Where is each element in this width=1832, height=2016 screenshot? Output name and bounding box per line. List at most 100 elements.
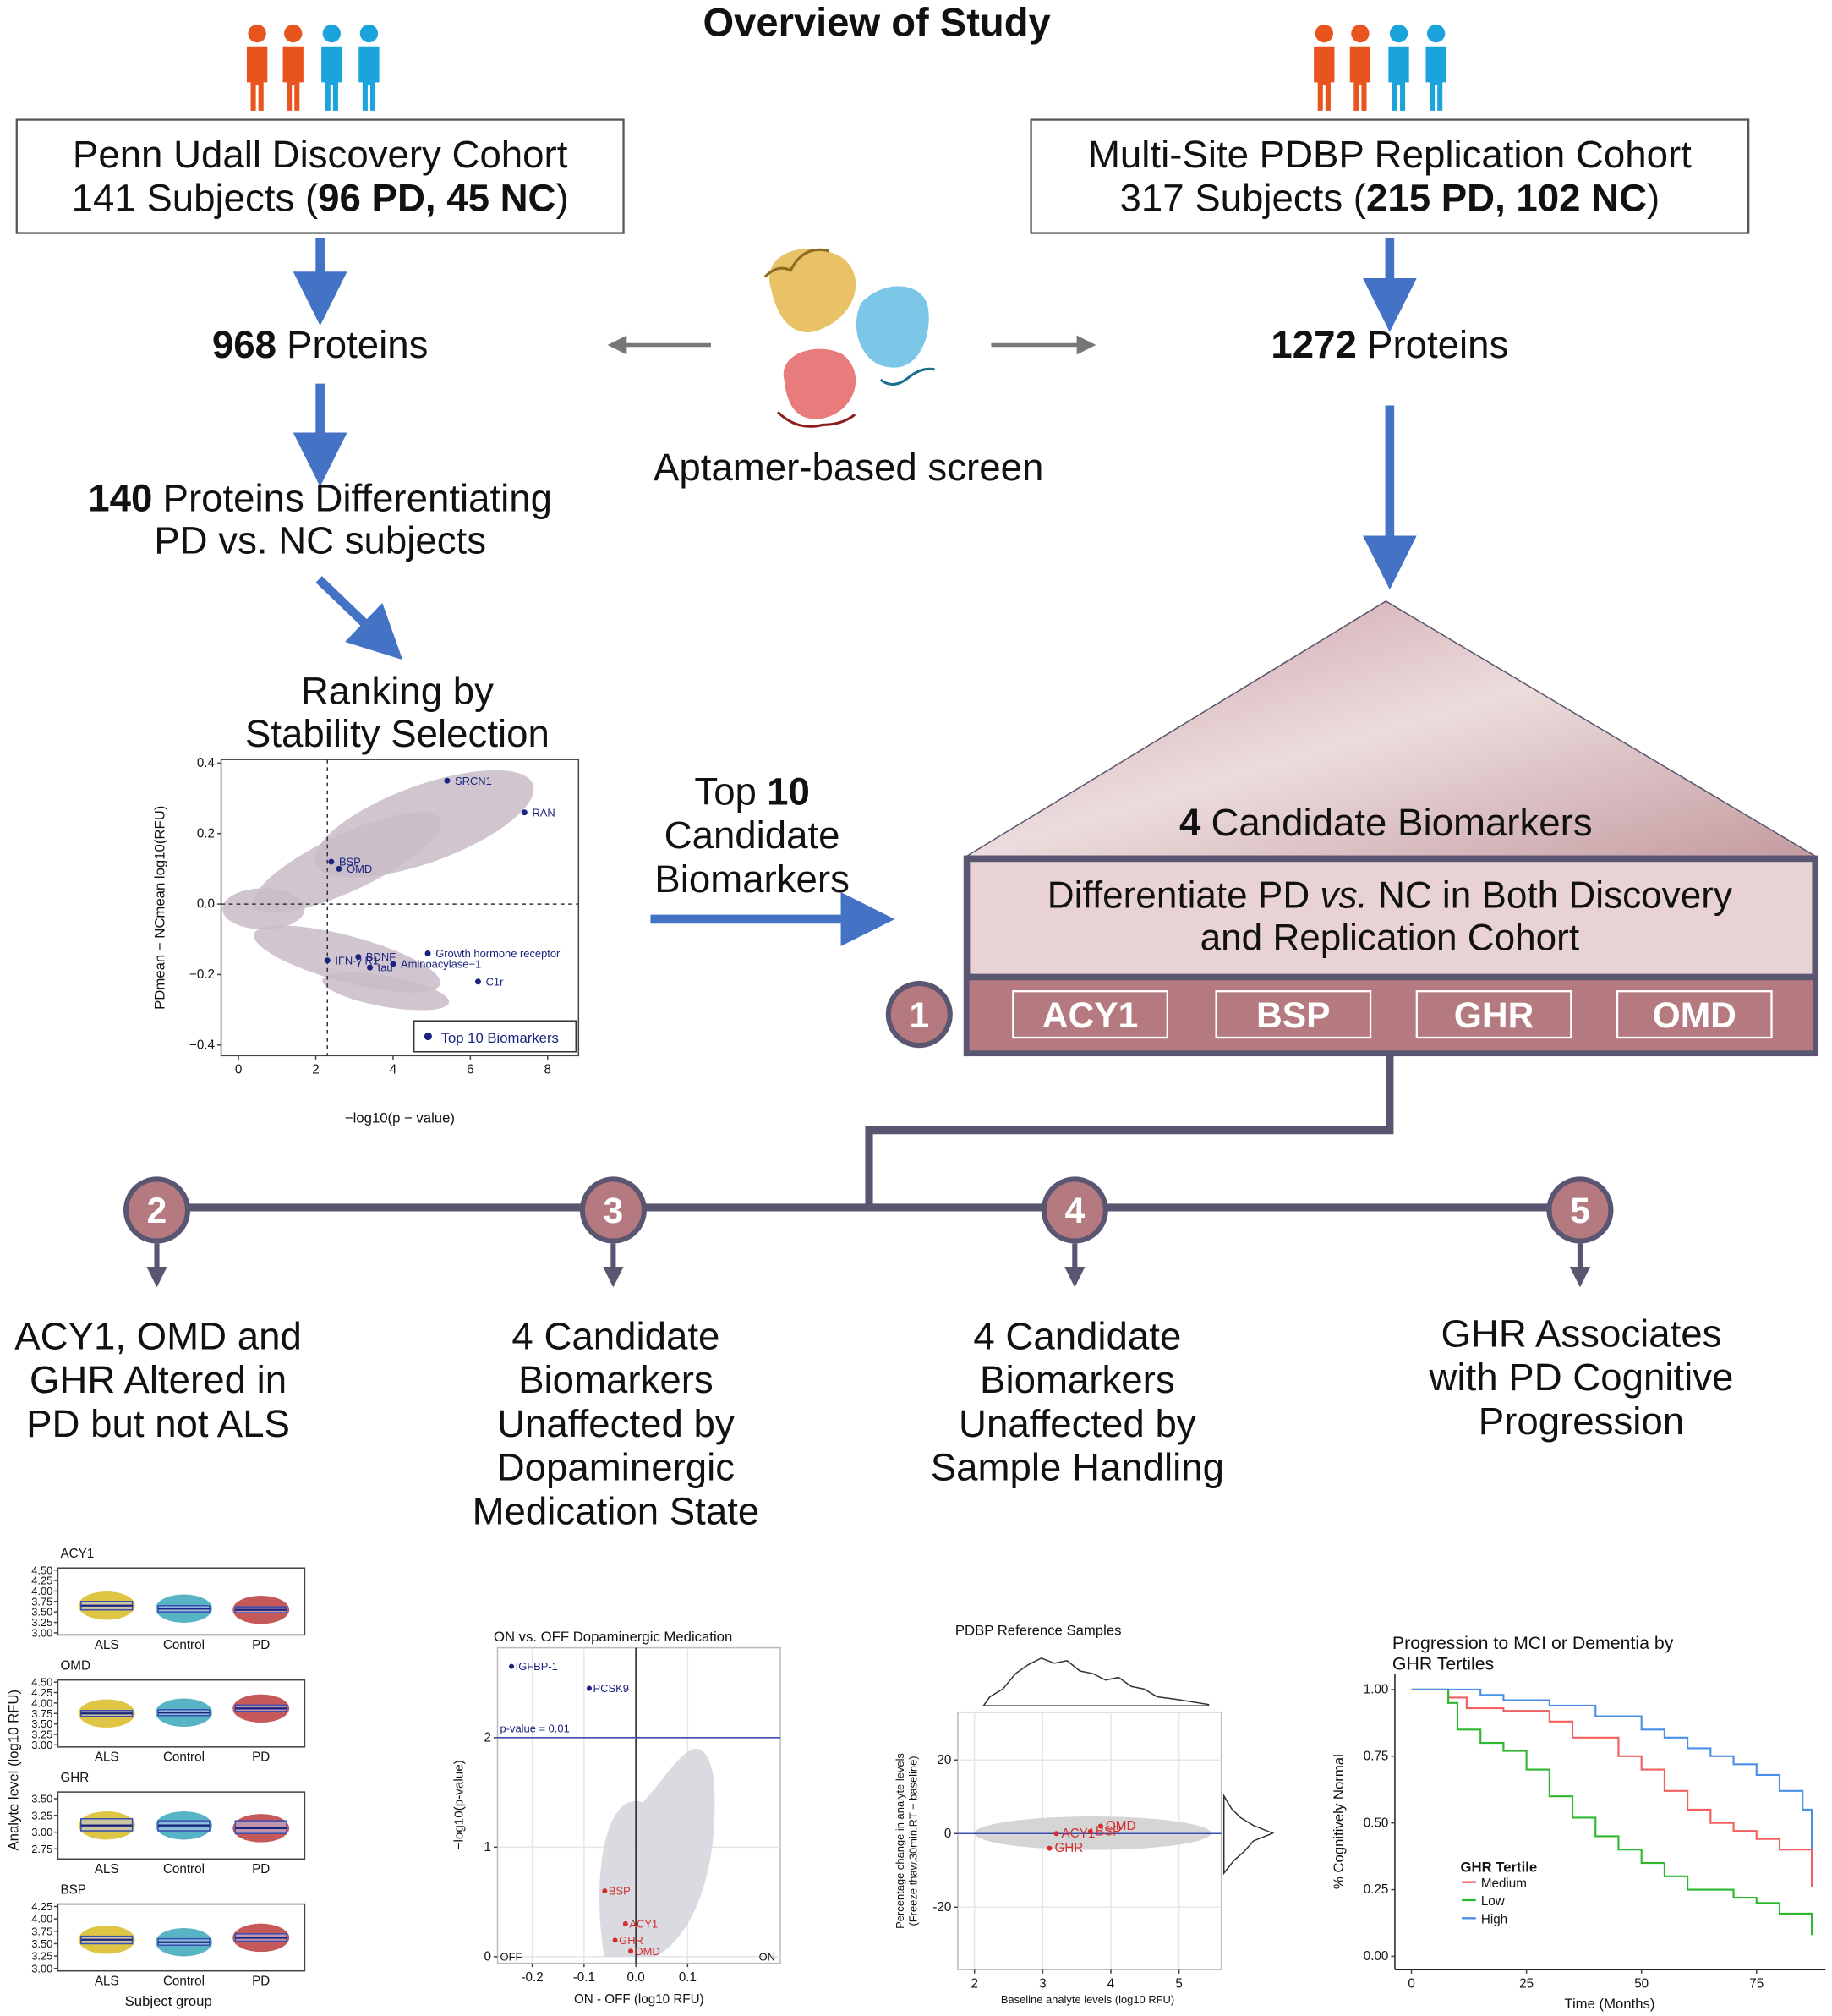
biomarker-box [1616, 990, 1773, 1039]
x-tick-label: -0.2 [521, 1970, 543, 1985]
screen-label: Aptamer-based screen [654, 446, 1043, 489]
step-number: 2 [147, 1191, 167, 1231]
subjects-text: 317 Subjects ( [1119, 177, 1366, 220]
criterion-text: Differentiate PD [1047, 874, 1321, 916]
y-tick-label: 4.25 [31, 1686, 52, 1699]
group-label: ALS [95, 1862, 119, 1876]
point-label: ACY1 [629, 1918, 658, 1931]
top-count: 10 [767, 770, 810, 813]
step-circle [123, 1176, 191, 1244]
panel-title: BSP [60, 1882, 85, 1897]
point-label: tau [378, 961, 393, 974]
x-tick-label: -0.1 [573, 1970, 595, 1985]
point-cloud [254, 925, 440, 993]
y-tick-label: 3.75 [31, 1595, 52, 1608]
point [627, 1948, 634, 1954]
y-tick-label: 4.50 [31, 1676, 52, 1689]
x-tick-label: 4 [1107, 1977, 1115, 1991]
biomarker-label: ACY1 [1042, 995, 1139, 1036]
x-tick-label: 0 [1408, 1977, 1414, 1991]
cohort-subjects: 317 Subjects (215 PD, 102 NC) [1119, 177, 1660, 220]
y-axis-label: (Freeze.thaw.30min.RT − baseline) [906, 1756, 919, 1926]
group-label: PD [252, 1862, 270, 1876]
x-tick-label: 0.0 [627, 1970, 645, 1985]
biomarker-label: BSP [1256, 995, 1331, 1036]
point-label: Growth hormone receptor [435, 947, 561, 960]
step-number: 4 [1064, 1191, 1085, 1231]
biomarker-list: ACY1 BSP GHR OMD [1012, 990, 1773, 1039]
point-label: BDNF [366, 950, 396, 963]
count: 968 [212, 323, 276, 366]
group-label: PD [252, 1638, 270, 1652]
criterion-text: NC in Both Discovery [1368, 874, 1732, 916]
y-tick-label: 0.00 [1364, 1949, 1389, 1964]
connector [156, 1053, 1582, 1212]
y-tick-label: 0 [484, 1949, 490, 1964]
group-label: ALS [95, 1750, 119, 1765]
point [509, 1663, 515, 1669]
point-label: IGFBP-1 [516, 1660, 558, 1673]
biomarker-box [1215, 990, 1372, 1039]
panel-title: ACY1 [60, 1547, 94, 1561]
y-axis-label: Percentage change in analyte levels [894, 1753, 906, 1929]
x-tick-label: 0 [235, 1063, 242, 1077]
protein-count: 1272 Proteins [1271, 323, 1508, 366]
point-label: OMD [347, 863, 372, 875]
point [355, 954, 362, 961]
x-axis-label: ON - OFF (log10 RFU) [574, 1992, 704, 2007]
biomarker-box [1415, 990, 1572, 1039]
group-label: Control [163, 1750, 205, 1765]
chart-title: ON vs. OFF Dopaminergic Medication [494, 1629, 732, 1645]
point [1047, 1845, 1053, 1851]
point-cloud [322, 972, 450, 1011]
point-label: C1r [486, 975, 505, 988]
figure-title: Overview of Study [703, 0, 1051, 45]
y-tick-label: 2.75 [31, 1843, 52, 1855]
group-label: ALS [95, 1638, 119, 1652]
x-axis-label: Baseline analyte levels (log10 RFU) [1001, 1993, 1174, 2006]
cohort-subjects: 141 Subjects (96 PD, 45 NC) [72, 177, 569, 220]
point-label: OMD [1106, 1819, 1135, 1833]
point [1053, 1831, 1059, 1837]
point-label: GHR [619, 1934, 643, 1947]
y-tick-label: 3.25 [31, 1809, 52, 1822]
subjects-close: ) [555, 177, 568, 220]
point [1087, 1829, 1093, 1835]
point-label: BSP [609, 1885, 631, 1898]
point-cloud [599, 1749, 715, 1957]
subjects-close: ) [1647, 177, 1660, 220]
survival-curve [1411, 1688, 1813, 1887]
step-circle [885, 981, 953, 1049]
top-candidates: Top 10 [694, 770, 809, 813]
criterion: Differentiate PD vs. NC in Both Discover… [1047, 874, 1732, 916]
y-tick-label: 0.2 [197, 826, 215, 841]
point [367, 964, 374, 971]
point [336, 865, 342, 872]
point-label: BSP [339, 856, 361, 868]
y-tick-label: 4.00 [31, 1696, 52, 1709]
point-cloud [314, 770, 534, 878]
protein-count: 968 Proteins [212, 323, 429, 366]
threshold-label: p-value = 0.01 [500, 1723, 570, 1735]
legend-label: Top 10 Biomarkers [441, 1030, 559, 1046]
y-tick-label: 0.50 [1364, 1816, 1389, 1830]
y-tick-label: 3.75 [31, 1925, 52, 1937]
corner-label: ON [759, 1950, 775, 1963]
finding-line: Biomarkers [518, 1358, 714, 1401]
top-word: Top [694, 770, 757, 813]
differentiating: 140 Proteins Differentiating [88, 476, 552, 519]
x-tick-label: 4 [390, 1063, 397, 1077]
finding-line: Unaffected by [497, 1402, 735, 1445]
y-axis-label: Analyte level (log10 RFU) [5, 1690, 21, 1851]
panel-title: OMD [60, 1658, 90, 1673]
y-tick-label: 4.25 [31, 1575, 52, 1587]
survival-curve [1411, 1688, 1813, 1936]
y-tick-label: 20 [937, 1753, 951, 1767]
x-tick-label: 75 [1749, 1977, 1764, 1991]
y-tick-label: 0.0 [197, 897, 215, 912]
y-tick-label: −0.4 [189, 1038, 216, 1052]
x-tick-label: 8 [544, 1063, 551, 1077]
point [390, 961, 396, 967]
legend-title: GHR Tertile [1461, 1859, 1538, 1875]
